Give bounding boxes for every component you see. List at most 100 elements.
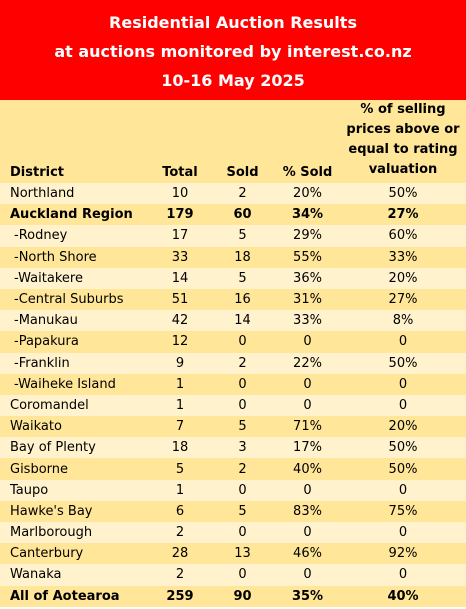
valuation-cell: 0	[340, 479, 466, 501]
table-header-row: District Total Sold % Sold % of selling …	[0, 100, 466, 183]
district-cell: -Waitakere	[0, 267, 150, 289]
sold-cell: 90	[210, 585, 275, 607]
total-cell: 14	[150, 267, 210, 289]
sold-cell: 16	[210, 288, 275, 311]
district-cell: Coromandel	[0, 394, 150, 417]
pct-sold-cell: 31%	[275, 288, 340, 311]
sold-cell: 5	[210, 225, 275, 247]
table-row-total: All of Aotearoa 259 90 35% 40%	[0, 585, 466, 607]
district-cell: -North Shore	[0, 246, 150, 268]
table-row: Gisborne 5 2 40% 50%	[0, 458, 466, 480]
table-row: -Papakura 12 0 0 0	[0, 331, 466, 353]
district-cell: Waikato	[0, 416, 150, 438]
pct-sold-cell: 34%	[275, 204, 340, 226]
district-cell: -Manukau	[0, 310, 150, 332]
total-cell: 28	[150, 543, 210, 565]
sold-cell: 13	[210, 543, 275, 565]
column-header-sold: Sold	[210, 100, 275, 183]
valuation-cell: 0	[340, 522, 466, 544]
pct-sold-cell: 36%	[275, 267, 340, 289]
sold-cell: 5	[210, 416, 275, 438]
pct-sold-cell: 33%	[275, 310, 340, 332]
total-cell: 5	[150, 458, 210, 480]
sold-cell: 5	[210, 267, 275, 289]
table-row: Wanaka 2 0 0 0	[0, 564, 466, 586]
total-cell: 2	[150, 522, 210, 544]
column-header-district: District	[0, 100, 150, 183]
district-cell: -Papakura	[0, 331, 150, 353]
pct-sold-cell: 40%	[275, 458, 340, 480]
table-row: Marlborough 2 0 0 0	[0, 522, 466, 544]
sold-cell: 14	[210, 310, 275, 332]
sold-cell: 0	[210, 394, 275, 417]
district-cell: -Waiheke Island	[0, 373, 150, 395]
sold-cell: 2	[210, 352, 275, 374]
valuation-cell: 0	[340, 331, 466, 353]
sold-cell: 0	[210, 331, 275, 353]
total-cell: 33	[150, 246, 210, 268]
pct-sold-cell: 0	[275, 394, 340, 417]
district-cell: Hawke's Bay	[0, 500, 150, 522]
valuation-cell: 92%	[340, 543, 466, 565]
total-cell: 2	[150, 564, 210, 586]
sold-cell: 0	[210, 522, 275, 544]
valuation-cell: 8%	[340, 310, 466, 332]
valuation-cell: 50%	[340, 458, 466, 480]
pct-sold-cell: 17%	[275, 437, 340, 459]
district-cell: Northland	[0, 183, 150, 205]
valuation-cell: 75%	[340, 500, 466, 522]
district-cell: Gisborne	[0, 458, 150, 480]
valuation-header-line: valuation	[368, 162, 438, 177]
sold-cell: 5	[210, 500, 275, 522]
table-row: -Waiheke Island 1 0 0 0	[0, 373, 466, 395]
district-cell: -Franklin	[0, 352, 150, 374]
district-cell: Wanaka	[0, 564, 150, 586]
table-row: Auckland Region 179 60 34% 27%	[0, 204, 466, 226]
total-cell: 1	[150, 373, 210, 395]
table-row: Waikato 7 5 71% 20%	[0, 416, 466, 438]
district-cell: Taupo	[0, 479, 150, 501]
pct-sold-cell: 0	[275, 522, 340, 544]
valuation-cell: 40%	[340, 585, 466, 607]
total-cell: 9	[150, 352, 210, 374]
valuation-cell: 60%	[340, 225, 466, 247]
total-cell: 18	[150, 437, 210, 459]
valuation-cell: 27%	[340, 204, 466, 226]
district-cell: Marlborough	[0, 522, 150, 544]
valuation-header-line: % of selling	[360, 102, 446, 117]
table-row: -North Shore 33 18 55% 33%	[0, 246, 466, 268]
pct-sold-cell: 35%	[275, 585, 340, 607]
total-cell: 12	[150, 331, 210, 353]
valuation-header-line: equal to rating	[348, 142, 458, 157]
table-row: Coromandel 1 0 0 0	[0, 394, 466, 417]
sold-cell: 2	[210, 183, 275, 205]
pct-sold-cell: 71%	[275, 416, 340, 438]
total-cell: 17	[150, 225, 210, 247]
report-title: Residential Auction Results	[109, 12, 357, 32]
pct-sold-cell: 0	[275, 479, 340, 501]
district-cell: All of Aotearoa	[0, 585, 150, 607]
sold-cell: 0	[210, 564, 275, 586]
total-cell: 1	[150, 479, 210, 501]
sold-cell: 0	[210, 373, 275, 395]
district-cell: Bay of Plenty	[0, 437, 150, 459]
valuation-cell: 50%	[340, 183, 466, 205]
valuation-cell: 20%	[340, 267, 466, 289]
valuation-cell: 0	[340, 394, 466, 417]
table-row: -Franklin 9 2 22% 50%	[0, 352, 466, 374]
total-cell: 51	[150, 288, 210, 311]
column-header-pct-sold: % Sold	[275, 100, 340, 183]
pct-sold-cell: 0	[275, 331, 340, 353]
valuation-header-line: prices above or	[346, 122, 460, 137]
district-cell: Canterbury	[0, 543, 150, 565]
total-cell: 259	[150, 585, 210, 607]
sold-cell: 2	[210, 458, 275, 480]
total-cell: 10	[150, 183, 210, 205]
valuation-cell: 50%	[340, 352, 466, 374]
table-row: -Central Suburbs 51 16 31% 27%	[0, 288, 466, 311]
valuation-cell: 0	[340, 373, 466, 395]
column-header-total: Total	[150, 100, 210, 183]
pct-sold-cell: 29%	[275, 225, 340, 247]
table-row: -Manukau 42 14 33% 8%	[0, 310, 466, 332]
sold-cell: 18	[210, 246, 275, 268]
